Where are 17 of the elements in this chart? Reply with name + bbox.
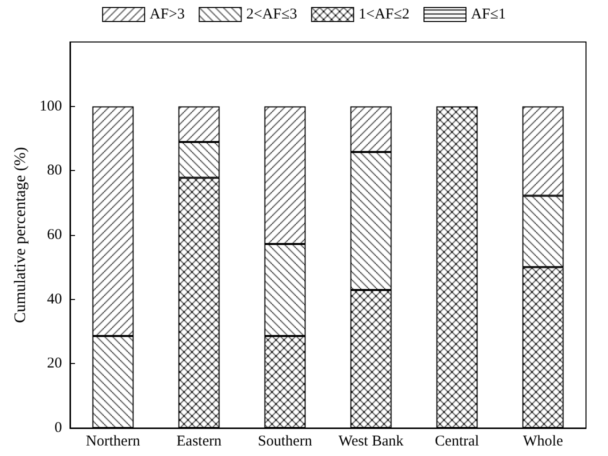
legend-label: AF≤1 (470, 6, 506, 22)
legend-label: 2<AF≤3 (246, 6, 298, 22)
x-tick-label: Northern (86, 434, 141, 450)
y-tick-label: 40 (47, 291, 62, 308)
x-tick-label: Southern (258, 434, 313, 450)
legend-label: 1<AF≤2 (358, 6, 410, 22)
x-tick-label: Eastern (176, 434, 222, 450)
x-tick-label: West Bank (338, 434, 404, 450)
x-tick-label: Central (434, 434, 480, 450)
y-axis-title: Cumulative percentage (%) (12, 147, 30, 323)
y-tick-label: 60 (47, 227, 62, 243)
x-tick-label: Whole (523, 434, 564, 450)
y-tick-label: 80 (47, 162, 62, 179)
legend-label: AF>3 (150, 6, 185, 22)
y-tick-label: 100 (40, 98, 62, 114)
y-tick-label: 0 (54, 420, 62, 436)
y-tick-label: 20 (47, 356, 62, 372)
